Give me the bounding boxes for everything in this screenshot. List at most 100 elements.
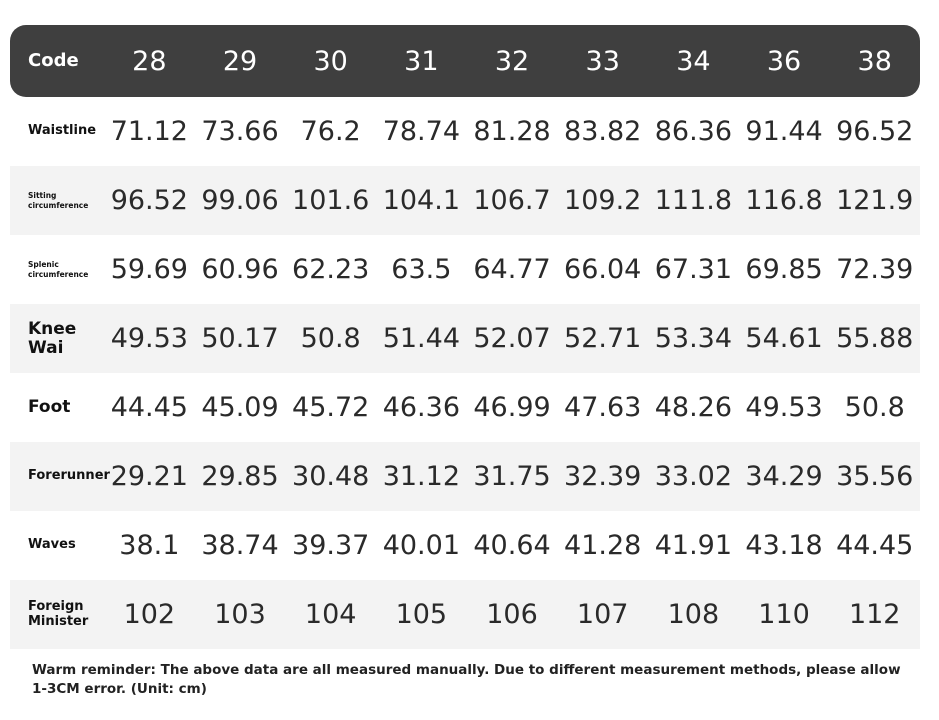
- measurement-cell: 30.48: [292, 461, 370, 492]
- measurement-cell: 60.96: [201, 254, 279, 285]
- measurement-cell: 45.72: [292, 392, 370, 423]
- measurement-cell: 50.8: [300, 323, 361, 354]
- measurement-cell: 33.02: [654, 461, 733, 492]
- measurement-cell: 29.21: [110, 461, 188, 492]
- measurement-cell: 73.66: [201, 116, 279, 147]
- measurement-cell: 109.2: [564, 185, 642, 216]
- measurement-cell: 76.2: [300, 116, 361, 147]
- measurement-cell: 35.56: [836, 461, 914, 492]
- measurement-cell: 49.53: [745, 392, 823, 423]
- measurement-cell: 44.45: [836, 530, 914, 561]
- measurement-cell: 116.8: [745, 185, 823, 216]
- measurement-cell: 31.75: [473, 461, 551, 492]
- measurement-cell: 83.82: [564, 116, 642, 147]
- measurement-cell: 103: [214, 599, 266, 630]
- measurement-cell: 43.18: [745, 530, 823, 561]
- table-row: Sitting circumference 96.52 99.06 101.6 104.…: [10, 166, 920, 235]
- row-label: Foot: [28, 397, 71, 418]
- measurement-cell: 121.9: [836, 185, 914, 216]
- size-header-cell: 29: [222, 45, 258, 77]
- measurement-cell: 105: [395, 599, 448, 630]
- size-header-cell: 34: [676, 45, 711, 77]
- table-row: Waistline 71.12 73.66 76.2 78.74 81.28 83.82 86…: [10, 97, 920, 166]
- measurement-cell: 41.28: [564, 530, 642, 561]
- row-label: Forerunner: [28, 468, 110, 484]
- table-row: Forerunner 29.21 29.85 30.48 31.12 31.75 32.39…: [10, 442, 920, 511]
- measurement-cell: 102: [123, 599, 176, 630]
- measurement-cell: 54.61: [745, 323, 823, 354]
- measurement-cell: 96.52: [110, 185, 188, 216]
- row-label: Knee Wai: [28, 318, 77, 358]
- table-body: Waistline 71.12 73.66 76.2 78.74 81.28 83.82 86…: [10, 97, 920, 649]
- measurement-cell: 104.1: [382, 185, 460, 216]
- measurement-cell: 78.74: [382, 116, 460, 147]
- measurement-cell: 99.06: [201, 185, 279, 216]
- measurement-cell: 112: [848, 599, 901, 630]
- header-label: Code: [28, 50, 79, 72]
- size-header-cell: 32: [494, 45, 530, 77]
- measurement-cell: 55.88: [836, 323, 914, 354]
- table-row: Knee Wai 49.53 50.17 50.8 51.44 52.07 52.71 53.…: [10, 304, 920, 373]
- measurement-cell: 106: [486, 599, 538, 630]
- measurement-cell: 44.45: [110, 392, 188, 423]
- measurement-cell: 81.28: [473, 116, 551, 147]
- measurement-cell: 32.39: [564, 461, 642, 492]
- measurement-reminder: Warm reminder: The above data are all me…: [32, 662, 901, 697]
- measurement-cell: 34.29: [745, 461, 823, 492]
- measurement-cell: 106.7: [473, 185, 551, 216]
- measurement-cell: 72.39: [836, 254, 914, 285]
- measurement-cell: 104: [304, 599, 357, 630]
- measurement-cell: 48.26: [654, 392, 733, 423]
- row-label: Splenic circumference: [28, 259, 89, 279]
- row-label: Waves: [28, 537, 76, 553]
- measurement-cell: 50.17: [201, 323, 279, 354]
- measurement-cell: 41.91: [654, 530, 733, 561]
- measurement-cell: 91.44: [745, 116, 823, 147]
- measurement-cell: 64.77: [473, 254, 551, 285]
- row-label: Sitting circumference: [28, 190, 89, 210]
- measurement-cell: 40.01: [382, 530, 460, 561]
- size-header-cell: 28: [132, 45, 167, 77]
- size-header-cell: 31: [404, 45, 439, 77]
- measurement-cell: 46.36: [382, 392, 460, 423]
- measurement-cell: 66.04: [564, 254, 642, 285]
- measurement-cell: 53.34: [654, 323, 733, 354]
- measurement-cell: 110: [758, 599, 810, 630]
- measurement-cell: 63.5: [391, 254, 452, 285]
- size-header-cell: 38: [857, 45, 892, 77]
- size-header-cell: 36: [766, 45, 802, 77]
- measurement-cell: 49.53: [110, 323, 188, 354]
- measurement-cell: 46.99: [473, 392, 551, 423]
- table-row: Waves 38.1 38.74 39.37 40.01 40.64 41.28 41.91 4…: [10, 511, 920, 580]
- measurement-cell: 29.85: [201, 461, 279, 492]
- measurement-cell: 31.12: [382, 461, 460, 492]
- measurement-cell: 96.52: [836, 116, 914, 147]
- measurement-cell: 86.36: [654, 116, 733, 147]
- measurement-cell: 52.07: [473, 323, 551, 354]
- measurement-cell: 47.63: [564, 392, 642, 423]
- measurement-cell: 50.8: [844, 392, 905, 423]
- table-row: Foot 44.45 45.09 45.72 46.36 46.99 47.63 48.26 4…: [10, 373, 920, 442]
- table-header-row: Code 28 29 30 31 32 33 34 36 38: [10, 25, 920, 97]
- measurement-cell: 69.85: [745, 254, 823, 285]
- measurement-cell: 39.37: [292, 530, 370, 561]
- size-header-cell: 30: [313, 45, 348, 77]
- measurement-cell: 62.23: [292, 254, 370, 285]
- measurement-cell: 38.1: [119, 530, 180, 561]
- measurement-cell: 111.8: [654, 185, 733, 216]
- table-row: Foreign Minister 102 103 104 105 106 107 108 110…: [10, 580, 920, 649]
- measurement-cell: 107: [576, 599, 629, 630]
- row-label: Waistline: [28, 123, 97, 139]
- measurement-cell: 38.74: [201, 530, 279, 561]
- measurement-cell: 51.44: [382, 323, 460, 354]
- measurement-cell: 67.31: [654, 254, 733, 285]
- measurement-cell: 40.64: [473, 530, 551, 561]
- measurement-cell: 101.6: [292, 185, 370, 216]
- size-header-cell: 33: [585, 45, 620, 77]
- size-chart-table: Code 28 29 30 31 32 33 34 36 38 Waistlin…: [10, 25, 920, 649]
- measurement-cell: 59.69: [110, 254, 188, 285]
- measurement-cell: 52.71: [564, 323, 642, 354]
- table-row: Splenic circumference 59.69 60.96 62.23 63.5…: [10, 235, 920, 304]
- row-label: Foreign Minister: [28, 599, 89, 629]
- measurement-cell: 71.12: [110, 116, 188, 147]
